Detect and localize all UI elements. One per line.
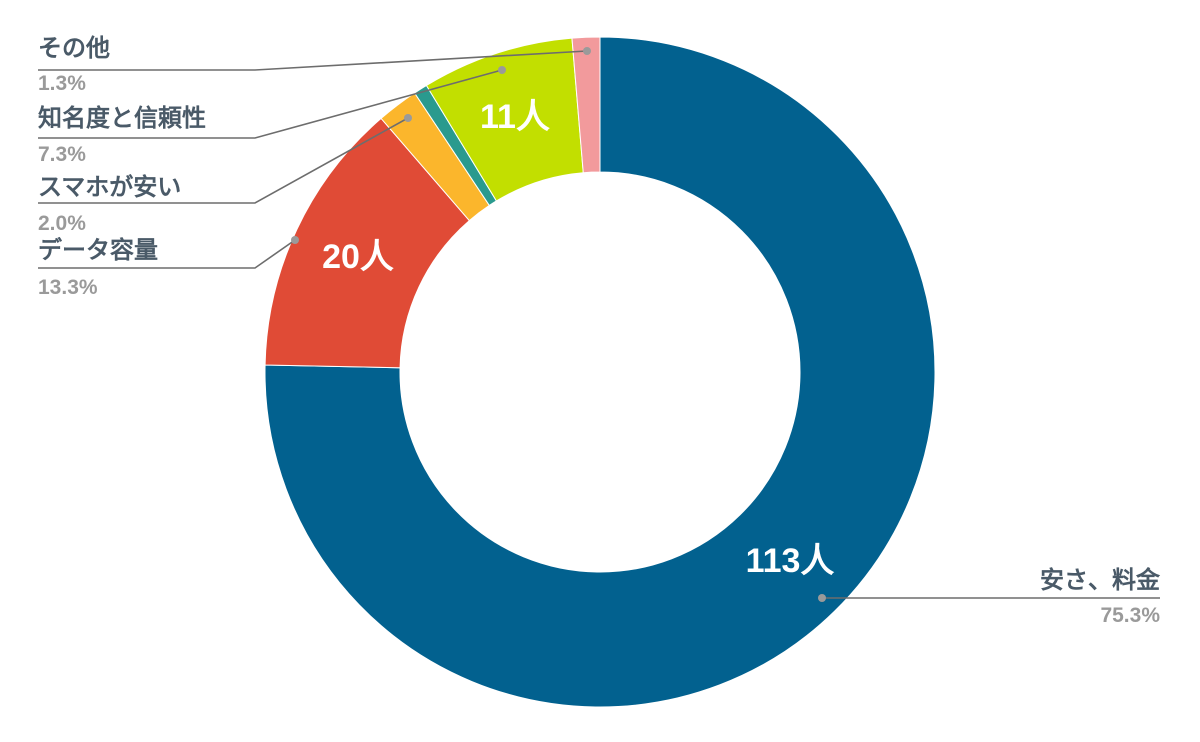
leader-dot-other xyxy=(583,47,591,55)
callout-name-price: 安さ、料金 xyxy=(1040,566,1161,594)
leader-line-brand-trust xyxy=(38,69,503,139)
callout-pct-price: 75.3% xyxy=(1100,604,1160,627)
callout-pct-brand-trust: 7.3% xyxy=(38,143,86,166)
callout-labels: その他 1.3% 知名度と信頼性 7.3% スマホが安い 2.0% データ容量 … xyxy=(38,34,1161,627)
donut-slices xyxy=(264,36,936,708)
leader-dot-data-capacity xyxy=(291,236,299,244)
slice-label-anzasa: 113人 xyxy=(746,542,835,580)
leader-dot-price xyxy=(818,594,826,602)
donut-slice-5 xyxy=(571,36,601,174)
donut-slice-0 xyxy=(264,36,936,708)
leader-line-data-capacity xyxy=(38,239,296,269)
slice-label-data-capacity: 20人 xyxy=(322,238,394,276)
callout-pct-other: 1.3% xyxy=(38,72,86,95)
callout-name-data-capacity: データ容量 xyxy=(38,236,158,264)
slice-label-other: 11人 xyxy=(480,98,550,136)
leader-line-other xyxy=(38,50,588,71)
slice-data-labels: 113人 20人 11人 xyxy=(322,98,834,580)
callout-pct-data-capacity: 13.3% xyxy=(38,276,98,299)
callout-name-brand-trust: 知名度と信頼性 xyxy=(38,104,206,132)
leader-dot-brand-trust xyxy=(498,66,506,74)
leader-line-cheap-phone xyxy=(38,117,409,204)
leader-dot-cheap-phone xyxy=(404,114,412,122)
callout-name-other: その他 xyxy=(38,34,110,62)
callout-name-cheap-phone: スマホが安い xyxy=(38,173,181,201)
callout-pct-cheap-phone: 2.0% xyxy=(38,212,86,235)
callout-leader-lines xyxy=(38,47,1160,602)
